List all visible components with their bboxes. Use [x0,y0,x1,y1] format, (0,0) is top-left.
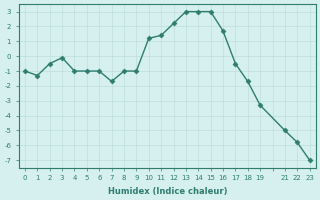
X-axis label: Humidex (Indice chaleur): Humidex (Indice chaleur) [108,187,227,196]
